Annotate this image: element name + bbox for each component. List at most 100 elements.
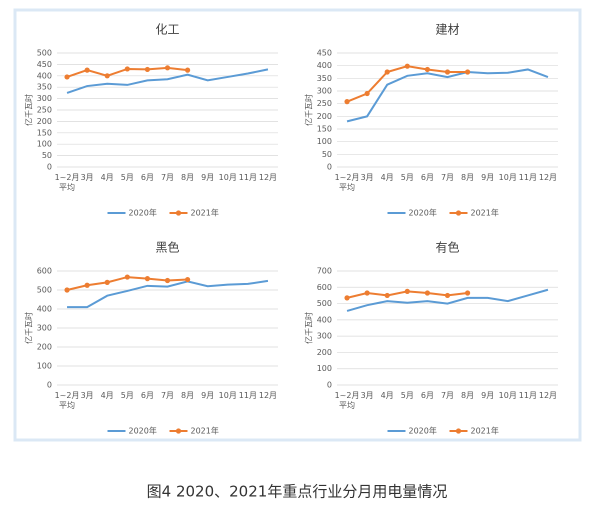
x-tick-label: 4月 — [381, 391, 394, 400]
x-tick-text: 7月 — [160, 173, 175, 182]
x-tick-text: 7月 — [160, 391, 175, 400]
x-tick-label: 8月 — [461, 173, 474, 182]
x-tick-label: 7月 — [160, 173, 175, 182]
x-tick-text: 11月 — [518, 391, 537, 400]
y-axis-label: 亿千瓦时 — [304, 312, 314, 344]
y-tick-label: 200 — [37, 343, 52, 352]
series-line — [346, 68, 549, 123]
x-tick-label: 7月 — [440, 173, 455, 182]
y-tick-label: 150 — [37, 128, 52, 137]
x-tick-text: 1~2月平均 — [334, 173, 360, 192]
marker — [104, 73, 110, 79]
x-tick-text: 8月 — [181, 173, 195, 182]
y-tick-label: 100 — [37, 362, 52, 371]
x-tick-label: 11月 — [518, 391, 537, 400]
x-tick-text: 1~2月平均 — [54, 173, 80, 192]
x-tick-text: 1~2月平均 — [334, 391, 360, 410]
y-tick-label: 500 — [37, 286, 52, 295]
marker — [104, 279, 110, 285]
x-tick-label: 12月 — [259, 173, 277, 182]
marker — [444, 292, 451, 299]
x-tick-label: 10月 — [498, 391, 517, 400]
x-tick-text: 3月 — [360, 391, 374, 400]
marker — [464, 69, 471, 75]
y-tick-label: 150 — [317, 125, 332, 134]
x-tick-text: 3月 — [80, 391, 94, 400]
y-axis-label: 亿千瓦时 — [24, 94, 34, 126]
x-tick-label: 4月 — [101, 173, 114, 182]
y-tick-label: 0 — [327, 163, 332, 172]
marker — [364, 290, 370, 296]
y-tick-label: 100 — [317, 364, 332, 373]
x-tick-label: 12月 — [539, 391, 557, 400]
y-tick-label: 0 — [47, 381, 52, 390]
marker — [144, 276, 151, 282]
y-tick-label: 400 — [37, 71, 52, 80]
x-tick-label: 12月 — [539, 173, 557, 182]
marker — [424, 290, 431, 296]
y-tick-label: 300 — [37, 324, 52, 333]
y-tick-label: 350 — [37, 83, 52, 92]
x-tick-label: 1~2月平均 — [334, 173, 360, 192]
legend-marker — [175, 210, 182, 216]
marker — [184, 67, 191, 73]
x-tick-text: 4月 — [100, 391, 114, 400]
marker — [344, 99, 350, 105]
x-tick-text: 12月 — [258, 391, 278, 400]
x-tick-text: 10月 — [218, 173, 237, 182]
y-tick-label: 400 — [317, 315, 332, 324]
x-tick-label: 5月 — [121, 173, 134, 182]
marker — [404, 63, 410, 69]
marker — [464, 290, 471, 296]
x-tick-text: 1~2月平均 — [54, 391, 80, 410]
x-tick-label: 9月 — [201, 391, 214, 400]
y-axis-label: 亿千瓦时 — [304, 94, 314, 126]
x-tick-label: 7月 — [441, 391, 454, 400]
x-tick-label: 1~2月平均 — [334, 391, 360, 410]
legend-label: 2020年 — [129, 426, 157, 436]
y-tick-label: 200 — [317, 112, 332, 121]
x-tick-text: 4月 — [380, 173, 394, 182]
x-tick-text: 5月 — [400, 391, 414, 400]
x-tick-label: 5月 — [400, 391, 414, 400]
legend-label: 2020年 — [129, 208, 157, 218]
x-tick-text: 10月 — [218, 391, 237, 400]
marker — [384, 292, 390, 299]
x-tick-label: 10月 — [499, 173, 517, 182]
x-tick-label: 4月 — [380, 173, 394, 182]
legend-marker — [455, 428, 462, 434]
chart-title: 建材 — [435, 23, 459, 37]
marker — [444, 69, 451, 75]
y-tick-label: 300 — [317, 87, 332, 96]
x-tick-text: 11月 — [518, 173, 537, 182]
legend-label: 2020年 — [409, 208, 437, 218]
y-tick-label: 300 — [317, 332, 332, 341]
y-tick-label: 50 — [322, 150, 332, 159]
marker — [404, 288, 410, 294]
x-tick-text: 10月 — [498, 391, 517, 400]
marker — [64, 287, 70, 293]
legend-label: 2021年 — [471, 426, 499, 436]
x-tick-label: 6月 — [141, 391, 154, 400]
y-tick-label: 600 — [37, 267, 52, 276]
marker — [344, 295, 350, 301]
marker — [164, 277, 171, 284]
y-tick-label: 0 — [327, 381, 332, 390]
x-tick-text: 7月 — [440, 173, 455, 182]
x-tick-label: 11月 — [518, 173, 537, 182]
x-tick-label: 4月 — [100, 391, 114, 400]
y-tick-label: 600 — [317, 283, 332, 292]
y-tick-label: 300 — [37, 94, 52, 103]
x-tick-text: 9月 — [201, 173, 215, 182]
marker — [84, 282, 90, 288]
y-tick-label: 500 — [37, 49, 52, 58]
x-tick-label: 11月 — [238, 391, 257, 400]
frame — [13, 8, 582, 442]
x-tick-label: 9月 — [481, 173, 495, 182]
marker — [184, 276, 191, 283]
x-tick-label: 3月 — [360, 391, 374, 400]
x-tick-text: 11月 — [238, 391, 257, 400]
x-tick-text: 9月 — [481, 173, 495, 182]
y-tick-label: 450 — [37, 60, 52, 69]
y-tick-label: 350 — [317, 74, 332, 83]
